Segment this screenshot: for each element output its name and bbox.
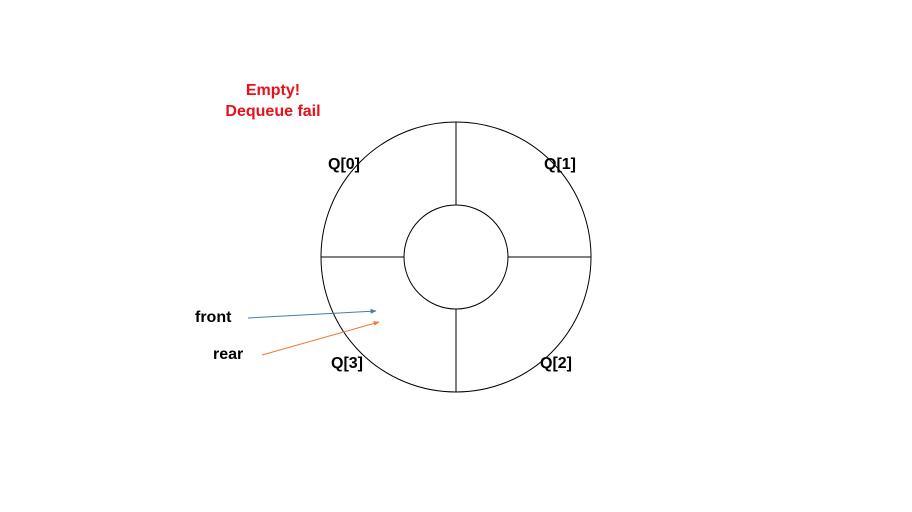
- rear-pointer-label: rear: [213, 346, 244, 363]
- status-dequeue-fail-text: Dequeue fail: [225, 103, 321, 120]
- slot-label-q3: Q[3]: [331, 355, 363, 372]
- front-pointer-arrow: [247, 308, 377, 319]
- slot-label-q1: Q[1]: [544, 156, 576, 173]
- slot-label-q0: Q[0]: [328, 156, 360, 173]
- status-message: Empty! Dequeue fail: [200, 80, 346, 122]
- rear-pointer-arrow: [261, 321, 380, 356]
- status-empty-text: Empty!: [245, 82, 301, 99]
- front-pointer-label: front: [195, 309, 232, 326]
- queue-inner-ring: [403, 204, 509, 310]
- slot-label-q2: Q[2]: [540, 355, 572, 372]
